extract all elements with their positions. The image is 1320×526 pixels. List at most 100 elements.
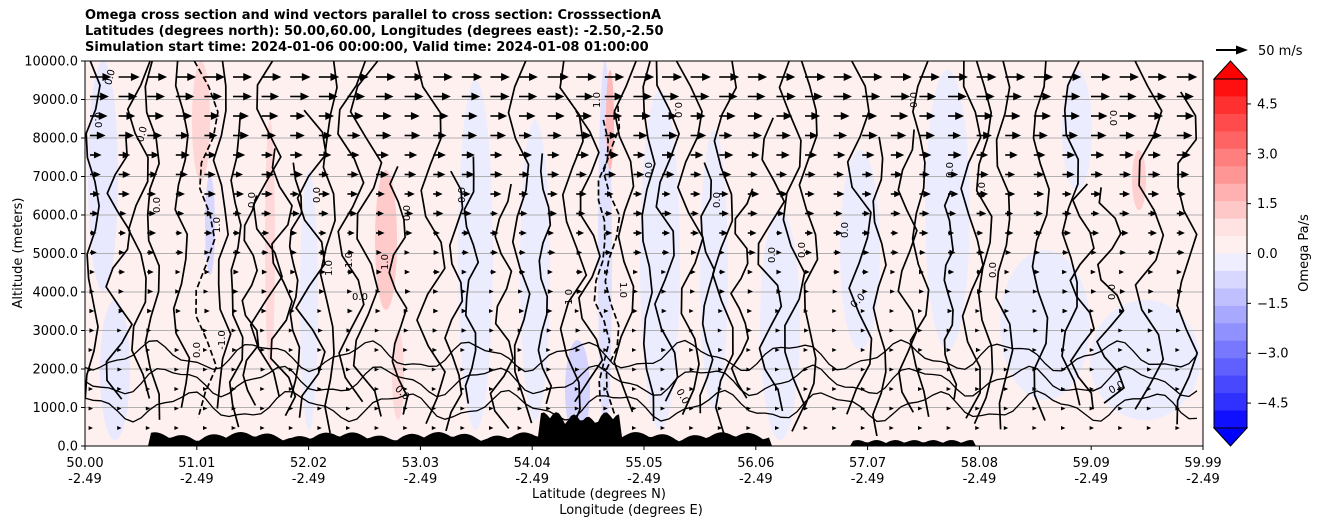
wind-vector-head [1152, 151, 1161, 159]
wind-vector-head [98, 112, 108, 120]
contour-line [699, 162, 716, 414]
y-axis: 0.0 1000.0 2000.0 3000.0 4000.0 5000.0 6000.0 7… [24, 55, 85, 455]
wind-vector-head [289, 308, 295, 314]
wind-vector-head [918, 426, 923, 430]
wind-vector-head [203, 348, 208, 352]
wind-vector-head [319, 289, 325, 294]
wind-vector-head [775, 387, 780, 391]
wind-vector-head [838, 131, 848, 140]
x-tick-label-longitude: -2.49 [739, 472, 773, 487]
wind-vector-head [348, 249, 355, 256]
wind-vector-head [897, 131, 907, 140]
wind-vector-head [439, 112, 449, 120]
wind-vector-head [579, 190, 587, 198]
wind-vector-head [724, 151, 734, 159]
wind-vector-head [517, 406, 522, 411]
wind-vector-head [1006, 210, 1014, 217]
wind-vector-head [444, 73, 453, 81]
wind-vector-head [717, 387, 723, 391]
wind-vector-head [603, 348, 608, 352]
colorbar-tick-label: 0.0 [1257, 247, 1278, 262]
wind-vector-head [946, 387, 951, 391]
wind-vector-head [431, 367, 437, 372]
wind-vector-head [489, 406, 494, 411]
wind-vector-head [863, 230, 871, 236]
contour-label: 0.0 [312, 187, 323, 203]
wind-vector-head [442, 92, 451, 101]
wind-vector-head [756, 92, 766, 101]
wind-vector-head [980, 190, 989, 198]
wind-vector-head [719, 289, 725, 294]
wind-vector-head [267, 131, 277, 140]
y-tick-label: 1000.0 [33, 401, 79, 416]
wind-vector-head [346, 426, 351, 430]
wind-vector-head [463, 230, 470, 236]
wind-vector-head [236, 190, 245, 198]
contour-label: 0.0 [1107, 284, 1118, 300]
wind-vector-head [320, 230, 327, 236]
wind-vector-head [947, 289, 952, 294]
wind-vector-head [1101, 73, 1111, 81]
wind-vector-head [1207, 211, 1213, 217]
wind-vector-head [178, 190, 185, 198]
wind-vector-head [660, 387, 665, 391]
wind-vector-head [575, 328, 581, 333]
wind-vector-head [88, 348, 93, 352]
wind-vector-head [832, 308, 837, 314]
wind-vector-head [1158, 73, 1168, 81]
wind-vector-head [832, 406, 837, 411]
wind-vector-head [975, 387, 980, 391]
wind-vector-head [1062, 269, 1068, 275]
colorbar-segment [1214, 166, 1247, 185]
x-tick-label-longitude: -2.49 [180, 472, 214, 487]
wind-vector-head [518, 289, 523, 294]
wind-vector-head [1063, 249, 1069, 256]
y-tick-label: 9000.0 [33, 93, 79, 108]
wind-vector-head [689, 426, 694, 430]
wind-vector-head [923, 151, 932, 159]
wind-vector-head [460, 347, 465, 353]
contour-line [995, 61, 1014, 430]
wind-vector-head [243, 92, 252, 101]
contour-line [288, 162, 303, 398]
wind-vector-head [775, 367, 780, 372]
wind-vector-head [895, 171, 903, 178]
wind-vector-head [579, 171, 587, 178]
wind-vector-head [1066, 170, 1075, 179]
wind-vector-head [461, 289, 467, 294]
wind-vector-head [501, 73, 510, 81]
wind-vector-head [1003, 387, 1009, 391]
wind-vector-head [473, 73, 483, 81]
wind-vector-head [931, 73, 940, 81]
wind-vector-head [434, 269, 440, 275]
wind-vector-head [317, 426, 322, 430]
wind-vector-head [1097, 131, 1107, 140]
wind-vector-head [1122, 190, 1131, 198]
wind-vector-head [751, 151, 760, 159]
wind-vector-head [100, 92, 109, 101]
wind-vector-head [750, 210, 758, 217]
wind-vector-head [582, 131, 592, 140]
wind-vector-head [203, 406, 208, 411]
wind-vector-head [863, 269, 869, 275]
contour-line [973, 61, 994, 425]
wind-vector-head [975, 347, 981, 353]
wind-vector-head [775, 406, 780, 411]
wind-vector-head [354, 112, 364, 120]
wind-vector-head [1069, 131, 1079, 140]
contour-label: 0.0 [767, 247, 778, 263]
wind-vector-head [775, 308, 780, 314]
colorbar-segment [1214, 288, 1247, 307]
contour-line [960, 61, 984, 419]
x-tick-label-longitude: -2.49 [515, 472, 549, 487]
vector-key-arrow-head [1236, 45, 1248, 55]
wind-vector-head [758, 73, 768, 81]
wind-vector-head [1016, 73, 1026, 81]
wind-vector-head [1091, 289, 1097, 294]
wind-vector-head [717, 426, 723, 430]
wind-vector-head [1185, 112, 1195, 120]
contour-line [241, 195, 260, 406]
x-tick-label-longitude: -2.49 [627, 472, 661, 487]
wind-vector-head [660, 406, 665, 411]
wind-vector-head [243, 73, 253, 81]
